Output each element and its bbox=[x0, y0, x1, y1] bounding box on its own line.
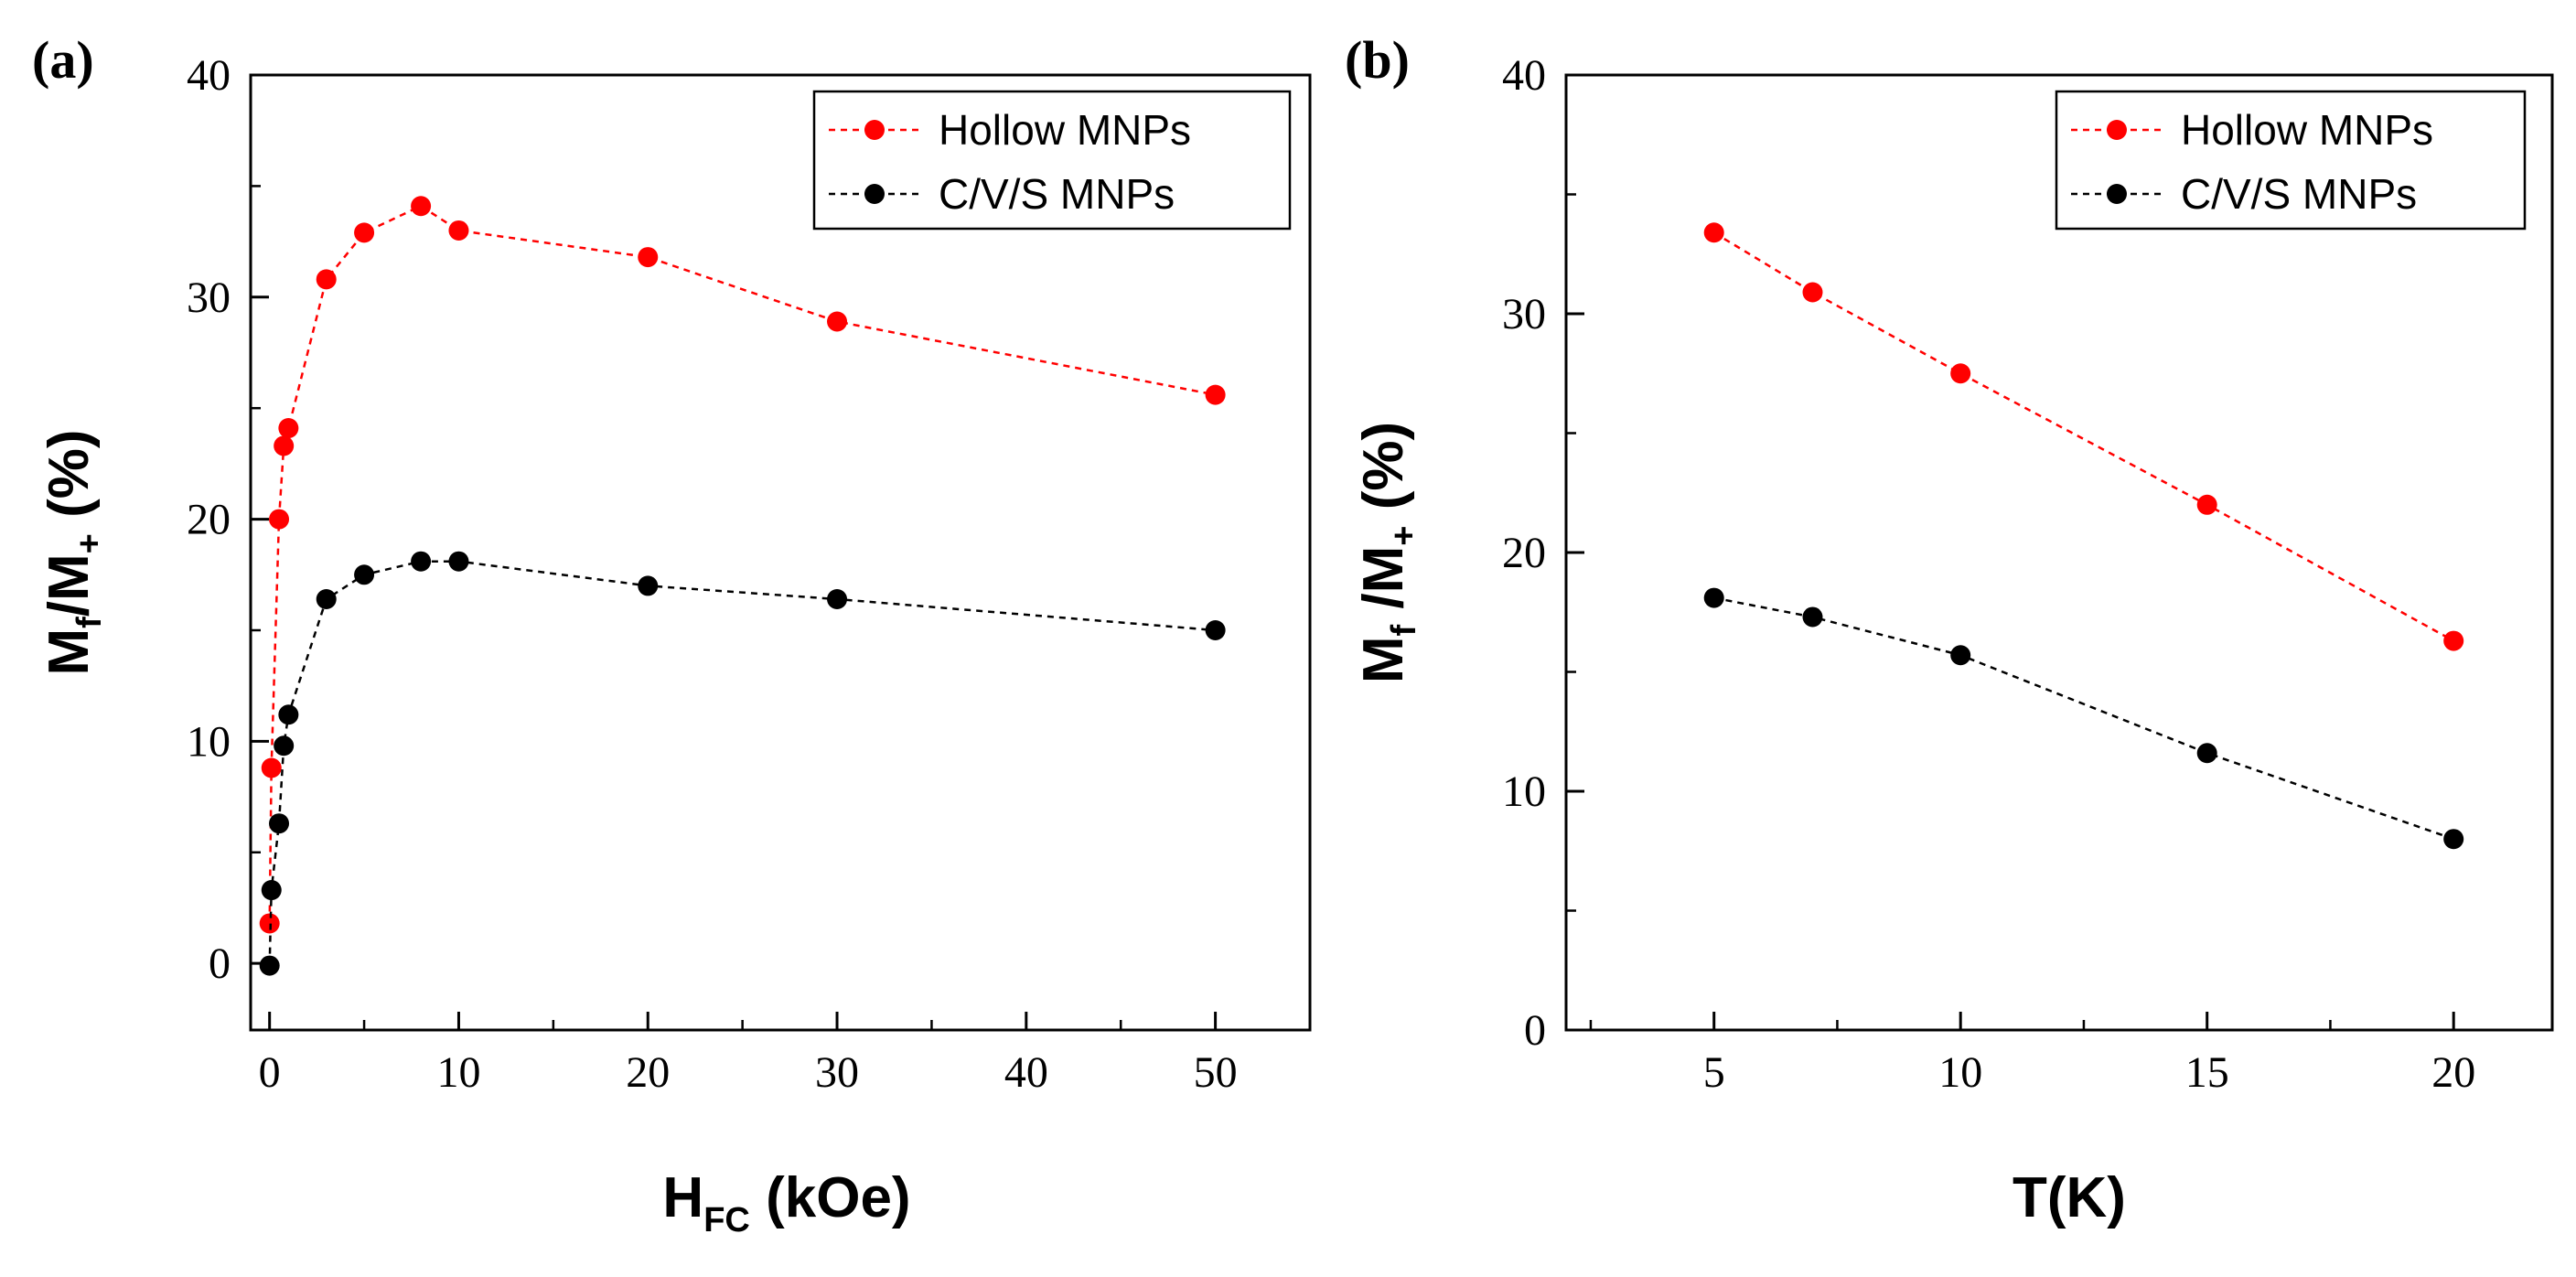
y-axis-label-sub2: + bbox=[70, 533, 109, 553]
x-tick-label: 5 bbox=[1703, 1048, 1725, 1097]
data-point-hollow bbox=[1703, 222, 1724, 243]
data-point-cvs bbox=[448, 551, 469, 572]
data-point-hollow bbox=[274, 435, 295, 456]
data-point-hollow bbox=[354, 222, 375, 243]
y-axis-label-tail: (%) bbox=[38, 429, 101, 533]
data-point-cvs bbox=[1802, 606, 1823, 628]
y-axis-label: Mf/M+ (%) bbox=[38, 429, 109, 675]
data-point-hollow bbox=[269, 509, 290, 530]
series-line-hollow bbox=[268, 204, 1216, 924]
data-point-hollow bbox=[1802, 282, 1823, 303]
chart-panel-a: 0 10 20 30 40 50 0 10 20 30 40 (a) Mf/M+ (%) HFC (kOe… bbox=[32, 30, 1312, 1239]
legend-label: C/V/S MNPs bbox=[939, 170, 1175, 218]
series-line-hollow bbox=[1713, 231, 2454, 642]
y-tick-label: 30 bbox=[187, 274, 231, 322]
y-axis-label-sub1: f bbox=[70, 617, 109, 628]
y-tick-label: 20 bbox=[1502, 529, 1546, 577]
plot-frame bbox=[249, 73, 1312, 1032]
data-point-cvs bbox=[1703, 587, 1724, 608]
legend-marker bbox=[2107, 184, 2127, 204]
data-point-cvs bbox=[2196, 743, 2217, 764]
panel-label: (a) bbox=[32, 30, 94, 90]
y-tick-label: 0 bbox=[209, 939, 231, 988]
x-tick-label: 15 bbox=[2185, 1048, 2229, 1097]
y-tick-label: 10 bbox=[187, 717, 231, 766]
data-point-hollow bbox=[259, 913, 280, 934]
legend-label: C/V/S MNPs bbox=[2181, 170, 2417, 218]
y-tick-label: 20 bbox=[187, 496, 231, 544]
data-point-cvs bbox=[1950, 645, 1971, 666]
series-line-cvs bbox=[1713, 596, 2454, 841]
legend-label: Hollow MNPs bbox=[939, 106, 1191, 154]
data-point-cvs bbox=[259, 955, 280, 976]
legend-label: Hollow MNPs bbox=[2181, 106, 2433, 154]
y-tick-label: 40 bbox=[1502, 51, 1546, 100]
x-tick-label: 50 bbox=[1194, 1048, 1238, 1097]
legend-marker bbox=[864, 120, 885, 140]
data-point-hollow bbox=[316, 269, 337, 290]
y-axis-label: Mf /M+ (%) bbox=[1352, 422, 1423, 683]
x-axis-label-base: H bbox=[662, 1166, 703, 1229]
data-point-cvs bbox=[274, 735, 295, 757]
data-point-hollow bbox=[411, 196, 432, 217]
legend-marker bbox=[864, 184, 885, 204]
y-axis-label-mid: /M bbox=[1352, 546, 1415, 625]
data-point-hollow bbox=[638, 247, 659, 268]
chart-panel-b: 5 10 15 20 0 10 20 30 40 (b) Mf /M+ (%) T(K) Hollow … bbox=[1345, 30, 2554, 1229]
y-tick-label: 30 bbox=[1502, 290, 1546, 338]
data-point-hollow bbox=[448, 220, 469, 241]
data-point-cvs bbox=[2443, 829, 2464, 850]
x-tick-label: 40 bbox=[1004, 1048, 1048, 1097]
data-point-cvs bbox=[278, 704, 299, 725]
x-axis-label-base: T(K) bbox=[2012, 1166, 2126, 1229]
data-point-cvs bbox=[354, 564, 375, 585]
legend-box bbox=[2055, 90, 2527, 231]
y-axis-label-base: M bbox=[1352, 636, 1415, 683]
data-point-cvs bbox=[269, 813, 290, 834]
data-point-cvs bbox=[827, 588, 848, 609]
x-axis-label: HFC (kOe) bbox=[662, 1166, 910, 1239]
data-point-hollow bbox=[1205, 384, 1226, 405]
x-axis-label: T(K) bbox=[2012, 1166, 2126, 1229]
y-axis-label-sub1: f bbox=[1385, 624, 1423, 636]
x-tick-label: 10 bbox=[436, 1048, 480, 1097]
y-tick-label: 10 bbox=[1502, 767, 1546, 816]
y-axis-label-mid: /M bbox=[38, 553, 101, 617]
x-axis-label-sub: FC bbox=[703, 1201, 750, 1239]
x-tick-label: 20 bbox=[626, 1048, 670, 1097]
legend-marker bbox=[2107, 120, 2127, 140]
y-axis-label-tail: (%) bbox=[1352, 422, 1415, 526]
data-point-cvs bbox=[411, 551, 432, 572]
data-point-hollow bbox=[1950, 363, 1971, 384]
y-tick-label: 0 bbox=[1524, 1006, 1546, 1055]
data-point-cvs bbox=[316, 588, 337, 609]
y-axis-label-sub2: + bbox=[1385, 526, 1423, 546]
data-point-hollow bbox=[827, 311, 848, 332]
x-tick-label: 0 bbox=[259, 1048, 281, 1097]
series-line-cvs bbox=[268, 560, 1216, 966]
y-axis-label-base: M bbox=[38, 628, 101, 676]
x-axis-label-tail: (kOe) bbox=[750, 1166, 911, 1229]
y-tick-label: 40 bbox=[187, 51, 231, 100]
data-point-hollow bbox=[261, 757, 282, 778]
data-point-hollow bbox=[2443, 630, 2464, 651]
data-point-cvs bbox=[261, 880, 282, 901]
x-tick-label: 30 bbox=[815, 1048, 859, 1097]
legend-box bbox=[812, 90, 1292, 231]
data-point-hollow bbox=[278, 418, 299, 439]
data-point-cvs bbox=[1205, 619, 1226, 640]
data-point-cvs bbox=[638, 575, 659, 596]
panel-label: (b) bbox=[1345, 30, 1410, 90]
x-tick-label: 20 bbox=[2431, 1048, 2475, 1097]
data-point-hollow bbox=[2196, 494, 2217, 515]
x-tick-label: 10 bbox=[1938, 1048, 1982, 1097]
